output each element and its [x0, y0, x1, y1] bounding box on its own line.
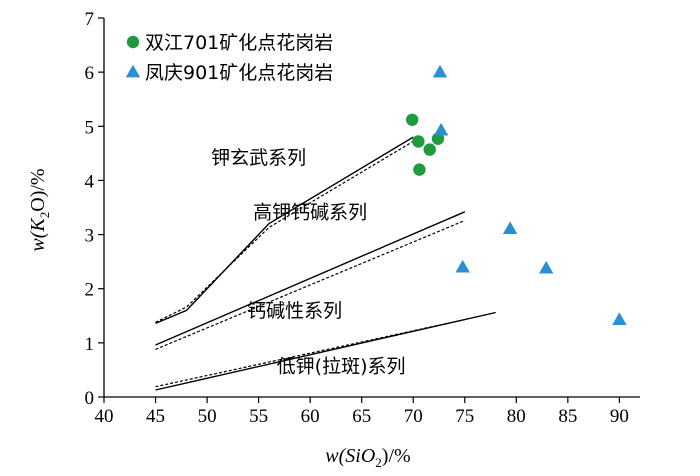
- y-tick-label: 1: [85, 334, 95, 355]
- legend-label: 凤庆901矿化点花岗岩: [145, 62, 333, 84]
- x-tick-label: 75: [455, 406, 474, 427]
- data-point-circle: [431, 132, 445, 145]
- y-tick-label: 6: [85, 63, 95, 84]
- x-tick-label: 70: [404, 406, 423, 427]
- y-tick-label: 7: [85, 9, 95, 30]
- x-tick-label: 80: [507, 406, 526, 427]
- field-label: 低钾(拉斑)系列: [277, 356, 406, 378]
- data-point-triangle: [433, 122, 449, 136]
- x-tick-label: 50: [198, 406, 217, 427]
- legend-circle-marker: [126, 35, 140, 49]
- data-point-triangle: [612, 312, 627, 325]
- boundary-line-dashed: [155, 219, 466, 350]
- field-label: 高钾钙碱系列: [253, 201, 367, 223]
- boundary-line-dashed: [155, 140, 414, 323]
- y-axis-label: w(K2O)/%: [27, 168, 52, 251]
- boundary-line-dashed: [155, 319, 465, 388]
- data-point-circle: [413, 163, 426, 176]
- data-point-triangle: [502, 221, 518, 234]
- data-point-circle: [406, 113, 419, 126]
- data-point-circle: [423, 143, 436, 156]
- data-point-triangle: [455, 259, 470, 273]
- y-tick-label: 4: [85, 171, 95, 192]
- x-axis-label: w(SiO2)/%: [325, 445, 410, 470]
- y-tick-label: 0: [85, 388, 95, 409]
- y-tick-label: 2: [85, 280, 95, 301]
- legend-triangle-marker: [125, 64, 141, 78]
- x-tick-label: 55: [249, 406, 268, 427]
- boundary-line-solid: [155, 211, 466, 346]
- data-point-circle: [412, 135, 425, 148]
- x-tick-label: 45: [146, 406, 165, 427]
- x-tick-label: 60: [301, 406, 320, 427]
- x-tick-label: 65: [352, 406, 371, 427]
- x-tick-label: 40: [95, 406, 114, 427]
- legend-label: 双江701矿化点花岗岩: [145, 32, 333, 54]
- data-point-triangle: [432, 64, 448, 78]
- y-tick-label: 5: [85, 117, 95, 138]
- field-label: 钾玄武系列: [211, 147, 306, 169]
- x-tick-label: 85: [558, 406, 577, 427]
- y-tick-label: 3: [85, 226, 95, 247]
- data-point-triangle: [539, 260, 554, 274]
- field-label: 钙碱性系列: [247, 300, 342, 322]
- x-tick-label: 90: [610, 406, 629, 427]
